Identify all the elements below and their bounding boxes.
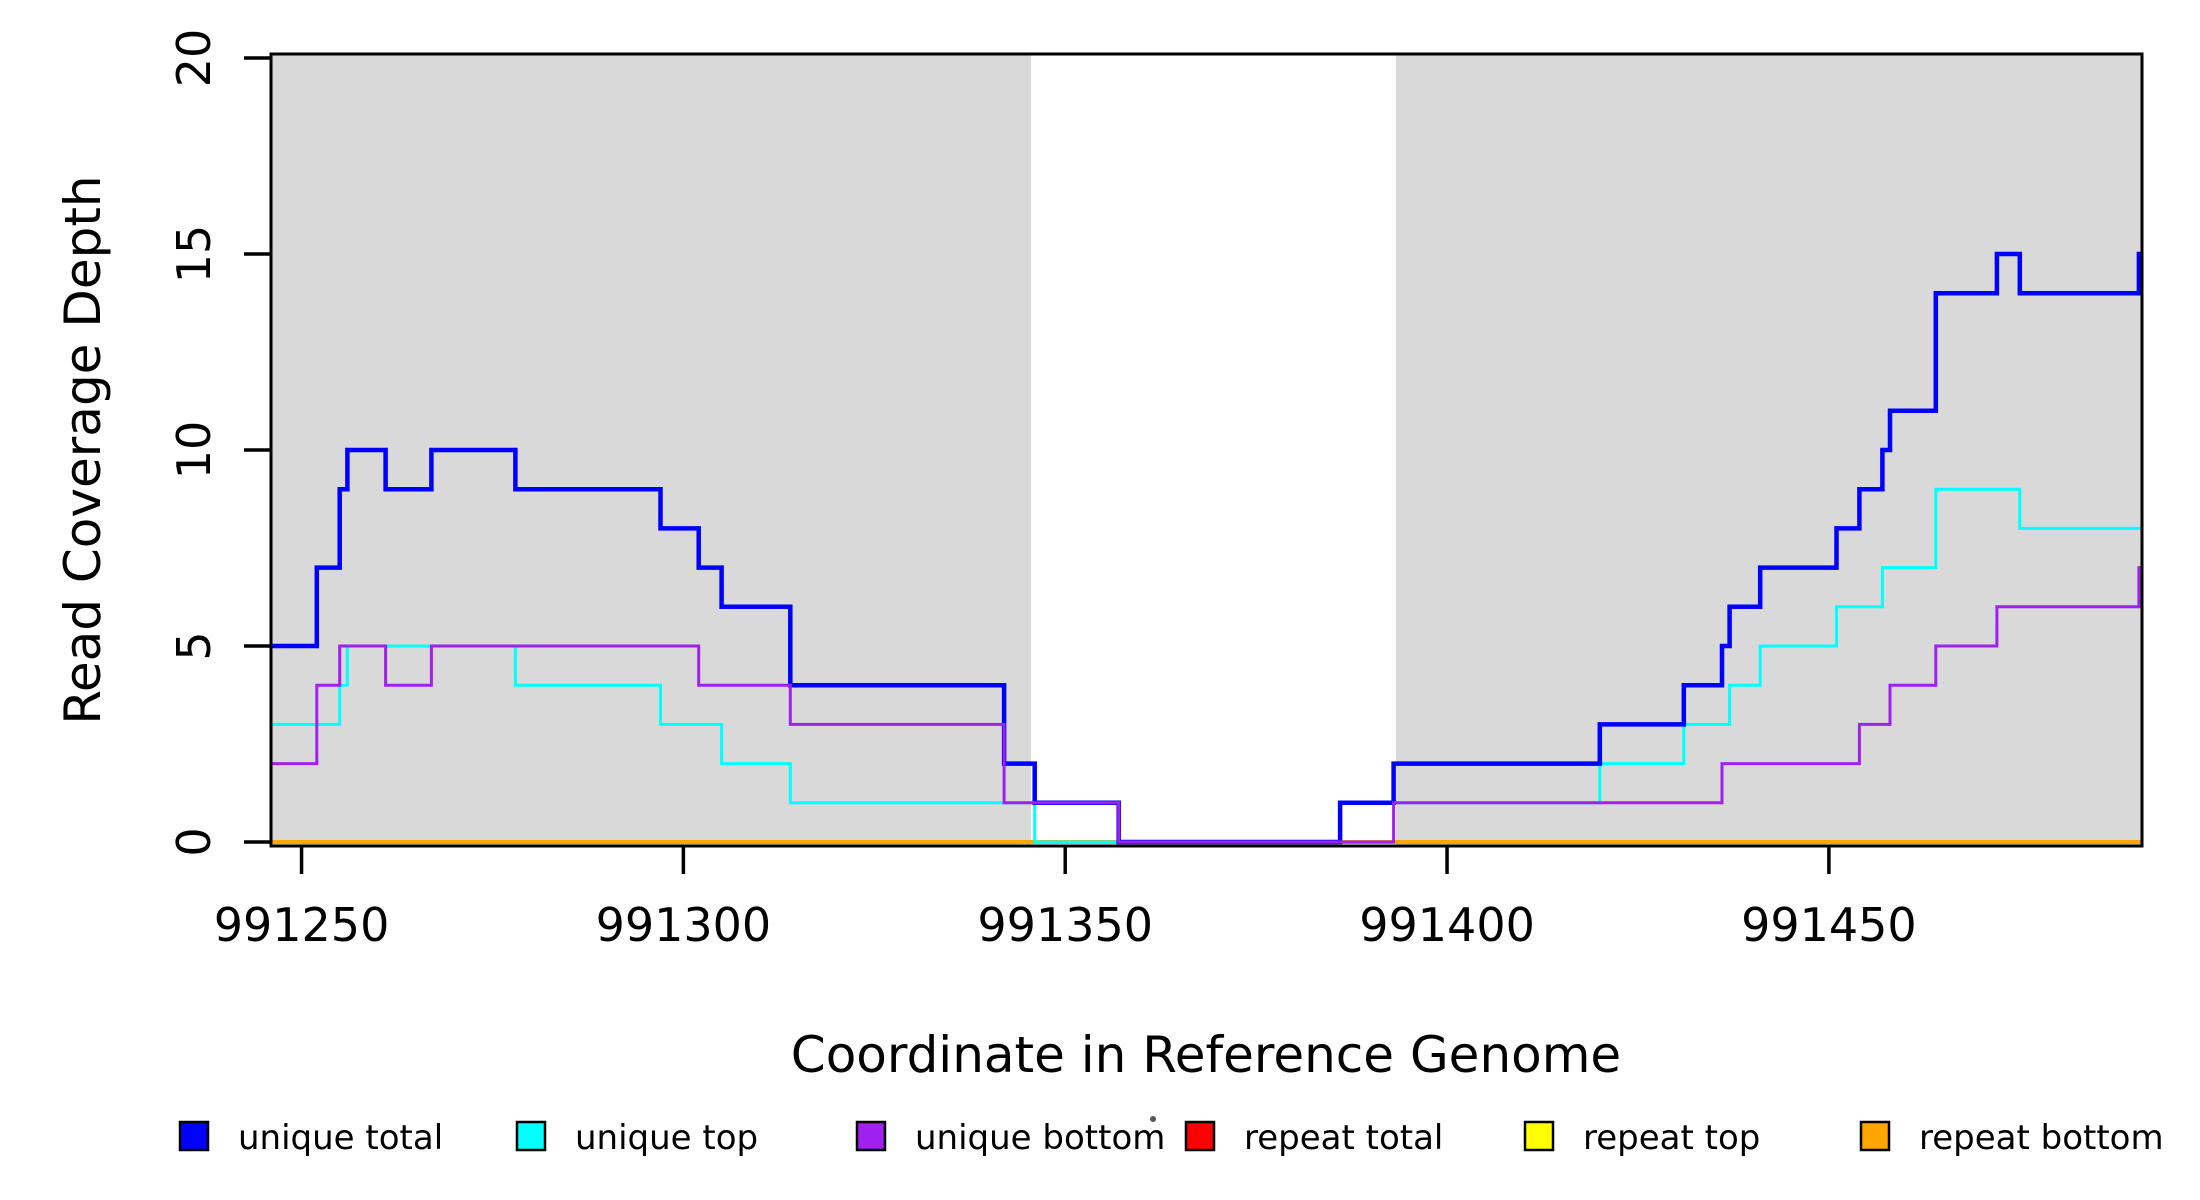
y-tick-label: 5 [167, 631, 221, 660]
x-tick-label: 991400 [1359, 898, 1535, 952]
x-axis-title: Coordinate in Reference Genome [791, 1026, 1621, 1084]
y-tick-label: 10 [167, 421, 221, 480]
unique-region-left [271, 54, 1031, 846]
legend-label-unique-bottom: unique bottom [915, 1118, 1165, 1158]
legend-swatch-unique-total [178, 1120, 210, 1152]
legend-swatch-unique-bottom [855, 1120, 887, 1152]
axis-ticks: 991250 991300 991350 991400 991450 0 5 10 15 20 [167, 29, 1917, 952]
legend-label-repeat-total: repeat total [1244, 1118, 1443, 1158]
series-unique-bottom [271, 566, 2142, 844]
stray-dot [1150, 1116, 1156, 1122]
y-tick-label: 0 [167, 827, 221, 856]
y-tick-label: 20 [167, 29, 221, 88]
legend-label-repeat-top: repeat top [1583, 1118, 1760, 1158]
unique-region-right [1395, 54, 2142, 846]
legend: unique total unique top unique bottom repea… [178, 1118, 2164, 1158]
x-tick-label: 991250 [214, 898, 390, 952]
x-tick-label: 991450 [1741, 898, 1917, 952]
legend-swatch-repeat-top [1523, 1120, 1555, 1152]
legend-swatch-repeat-total [1184, 1120, 1216, 1152]
shaded-regions [271, 54, 2142, 846]
x-tick-label: 991350 [977, 898, 1153, 952]
legend-label-unique-total: unique total [238, 1118, 443, 1158]
series-lines [271, 251, 2142, 845]
y-axis-title: Read Coverage Depth [54, 175, 112, 724]
legend-label-unique-top: unique top [575, 1118, 758, 1158]
legend-swatch-repeat-bottom [1859, 1120, 1891, 1152]
series-unique-total [271, 251, 2142, 845]
legend-label-repeat-bottom: repeat bottom [1919, 1118, 2164, 1158]
legend-swatch-unique-top [515, 1120, 547, 1152]
y-tick-label: 15 [167, 225, 221, 284]
x-tick-label: 991300 [596, 898, 772, 952]
decorations [1150, 1116, 1156, 1122]
